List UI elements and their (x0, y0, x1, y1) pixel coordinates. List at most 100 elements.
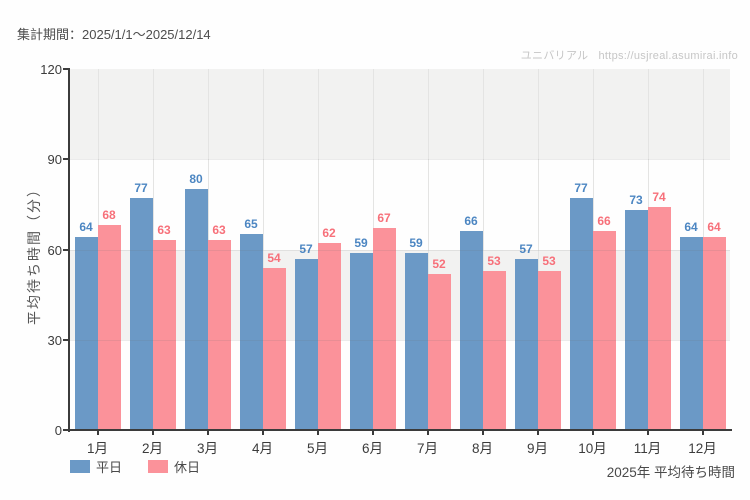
x-tick-mark (646, 430, 649, 435)
y-tick-mark (63, 248, 69, 251)
vertical-gridline (427, 69, 429, 430)
bar-value-label: 53 (542, 253, 556, 268)
bar-休日-5月 (317, 243, 341, 430)
y-tick-label: 0 (54, 423, 62, 438)
x-tick-label: 6月 (361, 441, 383, 456)
bar-休日-1月 (97, 225, 121, 430)
bar-value-label: 67 (377, 211, 391, 226)
y-tick-label: 30 (47, 332, 62, 348)
y-axis-line (68, 68, 70, 432)
x-axis-line (68, 429, 732, 431)
bar-value-label: 77 (574, 181, 588, 196)
x-tick-label: 5月 (306, 441, 328, 456)
bar-value-label: 52 (432, 256, 446, 271)
x-tick-label: 9月 (526, 441, 548, 456)
grid-band (70, 69, 730, 160)
bar-平日-9月 (514, 258, 538, 430)
x-tick-mark (316, 430, 319, 435)
legend-label: 平日 (96, 460, 123, 475)
legend-swatch (148, 460, 169, 473)
x-tick-label: 1月 (86, 441, 108, 456)
bar-value-label: 80 (189, 172, 203, 187)
x-tick-mark (96, 430, 99, 435)
legend-swatch (70, 460, 90, 473)
x-tick-mark (536, 430, 539, 435)
vertical-gridline (537, 69, 539, 430)
bar-value-label: 64 (684, 220, 698, 235)
bar-平日-7月 (404, 252, 428, 430)
bar-平日-12月 (679, 237, 703, 430)
bar-平日-5月 (294, 258, 318, 430)
bar-休日-6月 (372, 228, 396, 430)
legend-item: 平日 (70, 457, 122, 476)
bar-value-label: 66 (464, 214, 478, 229)
bar-休日-3月 (207, 240, 231, 430)
x-tick-label: 12月 (688, 441, 717, 456)
bar-休日-12月 (702, 237, 726, 430)
bar-平日-4月 (239, 234, 263, 430)
bar-平日-2月 (129, 198, 153, 430)
legend: 平日 休日 (70, 457, 200, 476)
bar-value-label: 74 (652, 190, 666, 205)
x-tick-mark (371, 430, 374, 435)
legend-label: 休日 (174, 460, 201, 475)
bar-休日-4月 (262, 267, 286, 430)
vertical-gridline (482, 69, 484, 430)
x-tick-mark (151, 430, 154, 435)
grid-band (70, 249, 730, 340)
x-tick-mark (591, 430, 594, 435)
y-tick-label: 90 (47, 152, 62, 168)
bar-休日-10月 (592, 231, 616, 430)
bar-value-label: 54 (267, 250, 281, 265)
x-tick-label: 3月 (196, 441, 218, 456)
bar-value-label: 63 (157, 223, 171, 238)
bar-value-label: 64 (79, 220, 93, 235)
x-tick-mark (701, 430, 704, 435)
bar-休日-8月 (482, 270, 506, 430)
bar-休日-11月 (647, 207, 671, 430)
y-tick-label: 60 (47, 242, 62, 258)
bar-休日-9月 (537, 270, 561, 430)
y-tick-mark (63, 158, 69, 161)
watermark: ユニバリアル https://usjreal.asumirai.info (521, 47, 738, 63)
bar-value-label: 57 (519, 241, 533, 256)
x-tick-label: 10月 (578, 441, 607, 456)
y-tick-mark (63, 338, 69, 341)
x-tick-label: 11月 (633, 441, 662, 456)
bar-平日-8月 (459, 231, 483, 430)
legend-item: 休日 (148, 457, 200, 476)
plot-area: 64 77 80 65 57 59 59 66 57 77 73 64 68 63 63 54 62 67 52 53… (70, 69, 730, 430)
bar-value-label: 59 (354, 235, 368, 250)
bar-平日-1月 (74, 237, 98, 430)
bar-休日-2月 (152, 240, 176, 430)
x-tick-label: 2月 (141, 441, 163, 456)
bar-value-label: 65 (244, 217, 258, 232)
bar-value-label: 64 (707, 220, 721, 235)
bar-平日-10月 (569, 198, 593, 430)
bar-value-label: 57 (299, 241, 313, 256)
bar-value-label: 68 (102, 208, 116, 223)
x-tick-label: 4月 (251, 441, 273, 456)
horizontal-gridline (70, 249, 730, 251)
bar-平日-11月 (624, 210, 648, 430)
x-tick-label: 7月 (416, 441, 438, 456)
watermark-url: https://usjreal.asumirai.info (598, 50, 738, 62)
bar-平日-6月 (349, 252, 373, 430)
x-tick-mark (481, 430, 484, 435)
bar-value-label: 77 (134, 181, 148, 196)
aggregation-period-label: 集計期間：2025/1/1～2025/12/14 (17, 27, 211, 42)
vertical-gridline (262, 69, 264, 430)
y-tick-mark (63, 68, 69, 70)
y-tick-label: 120 (40, 62, 62, 77)
bar-value-label: 53 (487, 253, 501, 268)
x-tick-label: 8月 (471, 441, 493, 456)
bar-value-label: 63 (212, 223, 226, 238)
x-tick-mark (426, 430, 429, 435)
bar-value-label: 62 (322, 226, 336, 241)
y-tick-mark (63, 429, 69, 431)
x-tick-mark (261, 430, 264, 435)
chart-caption: 2025年 平均待ち時間 (606, 465, 735, 480)
watermark-site-name: ユニバリアル (520, 50, 589, 62)
horizontal-gridline (70, 339, 730, 341)
